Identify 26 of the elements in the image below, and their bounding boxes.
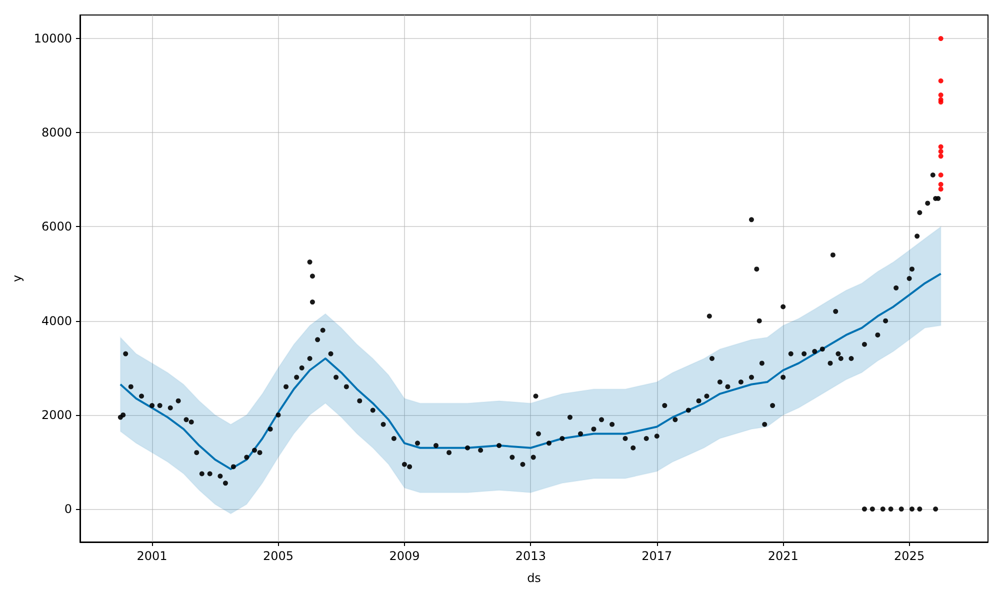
point <box>938 144 944 150</box>
y-tick-label: 6000 <box>41 220 72 234</box>
x-tick-label: 2001 <box>136 549 168 563</box>
y-tick-label: 0 <box>64 502 72 516</box>
y-tick-label: 8000 <box>41 126 72 140</box>
x-tick-label: 2013 <box>515 549 546 563</box>
point <box>938 78 944 84</box>
point <box>938 186 944 192</box>
point <box>938 100 944 105</box>
y-tick-label: 2000 <box>41 408 72 422</box>
point <box>938 92 944 98</box>
point <box>938 172 944 178</box>
point <box>938 36 944 42</box>
line-series <box>119 272 942 470</box>
x-tick-label: 2017 <box>642 549 672 563</box>
y-axis-title: y <box>10 274 24 282</box>
x-tick-label: 2021 <box>768 549 798 563</box>
x-tick-label: 2009 <box>389 549 420 563</box>
x-tick-label: 2005 <box>262 549 294 563</box>
y-tick-label: 4000 <box>41 314 72 328</box>
x-axis-title: ds <box>527 571 541 585</box>
y-tick-label: 10000 <box>34 32 72 46</box>
point <box>938 154 944 159</box>
x-tick-label: 2025 <box>894 549 925 563</box>
point <box>938 182 944 187</box>
point <box>938 148 944 154</box>
